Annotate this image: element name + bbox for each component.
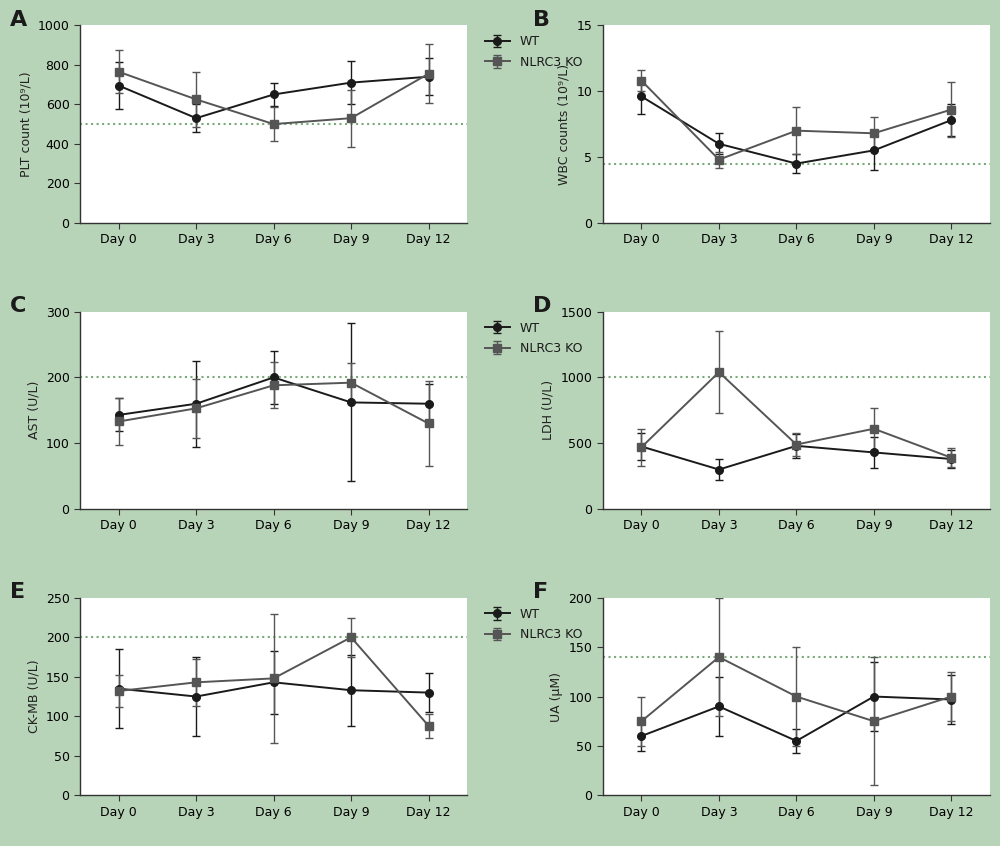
Text: D: D [533,296,551,316]
Y-axis label: UA (μM): UA (μM) [550,672,563,722]
Legend: WT, NLRC3 KO: WT, NLRC3 KO [481,31,586,73]
Text: C: C [10,296,27,316]
Y-axis label: AST (U/L): AST (U/L) [27,381,40,440]
Y-axis label: PLT count (10⁹/L): PLT count (10⁹/L) [19,71,32,177]
Text: F: F [533,582,548,602]
Y-axis label: CK-MB (U/L): CK-MB (U/L) [27,660,40,733]
Text: B: B [533,9,550,30]
Text: E: E [10,582,25,602]
Y-axis label: WBC counts (10⁹/L): WBC counts (10⁹/L) [558,63,571,184]
Legend: WT, NLRC3 KO: WT, NLRC3 KO [481,318,586,359]
Legend: WT, NLRC3 KO: WT, NLRC3 KO [481,604,586,645]
Text: A: A [10,9,28,30]
Y-axis label: LDH (U/L): LDH (U/L) [542,380,555,441]
